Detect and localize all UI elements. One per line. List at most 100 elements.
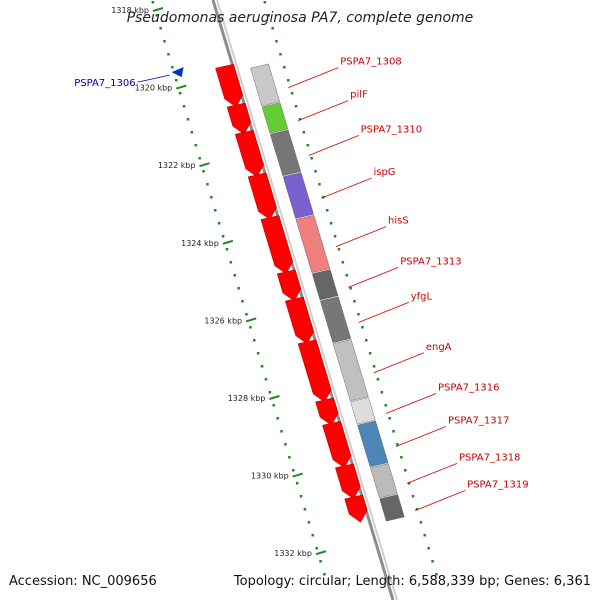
gene-label-leader (137, 74, 170, 83)
cds-arrow-engA[interactable] (297, 339, 332, 403)
cds-arrow-PSPA7_1317[interactable] (322, 420, 352, 469)
scale-dot (186, 118, 190, 121)
scale-dot (306, 144, 309, 147)
cds-arrow-yfgL[interactable] (284, 296, 314, 345)
scale-dot (245, 313, 248, 316)
gene-label-yfgL[interactable]: yfgL (411, 291, 433, 302)
cds-arrow-PSPA7_1306[interactable] (171, 67, 184, 78)
cog-box-PSPA7_1308[interactable] (250, 63, 281, 107)
scale-dot (263, 1, 267, 4)
gene-label-leader (373, 352, 424, 374)
cog-box-PSPA7_1310[interactable] (269, 129, 302, 177)
scale-dot (253, 339, 256, 342)
scale-dot (202, 170, 205, 173)
scale-dot (372, 365, 376, 368)
cds-arrow-PSPA7_1313[interactable] (276, 269, 302, 302)
scale-dot (298, 118, 302, 121)
kbp-tick-mark (175, 84, 187, 90)
kbp-tick-label: 1332 kbp (274, 549, 312, 558)
kbp-tick-label: 1330 kbp (251, 472, 289, 481)
kbp-tick-mark (315, 550, 327, 556)
cds-arrow-PSPA7_1308[interactable] (215, 63, 243, 108)
scale-dot (155, 14, 158, 17)
scale-dot (380, 391, 384, 394)
kbp-tick-label: 1320 kbp (135, 84, 173, 93)
gene-label-PSPA7_1316[interactable]: PSPA7_1316 (438, 383, 499, 394)
gene-label-PSPA7_1317[interactable]: PSPA7_1317 (448, 416, 509, 427)
scale-dot (353, 300, 356, 303)
kbp-tick-label: 1318 kbp (111, 6, 149, 15)
scale-dot (167, 53, 170, 56)
scale-dot (276, 417, 279, 420)
backbone-line-light (216, 0, 398, 600)
scale-dot (175, 79, 178, 82)
scale-dot (435, 573, 438, 576)
scale-dot (431, 560, 434, 563)
cog-box-engA[interactable] (332, 339, 369, 402)
cog-box-PSPA7_1318[interactable] (370, 463, 398, 499)
scale-dot (345, 274, 348, 277)
scale-dot (302, 131, 306, 134)
kbp-tick-label: 1326 kbp (204, 316, 242, 325)
gene-label-PSPA7_1308[interactable]: PSPA7_1308 (340, 57, 401, 68)
scale-dot (267, 14, 270, 17)
gene-label-leader (308, 135, 359, 156)
gene-label-leader (358, 301, 409, 323)
scale-dot (190, 131, 194, 134)
kbp-tick-mark (222, 239, 234, 245)
scale-dot (400, 456, 403, 459)
gene-label-PSPA7_1318[interactable]: PSPA7_1318 (459, 452, 520, 463)
scale-dot (396, 443, 399, 446)
cds-arrow-ispG[interactable] (247, 172, 277, 220)
scale-dot (411, 495, 415, 498)
gene-label-PSPA7_1319[interactable]: PSPA7_1319 (467, 480, 528, 491)
cog-box-yfgL[interactable] (320, 296, 352, 343)
cog-box-PSPA7_1319[interactable] (379, 494, 405, 522)
cds-arrow-pilF[interactable] (226, 102, 252, 135)
scale-dot (292, 469, 295, 472)
gene-label-PSPA7_1310[interactable]: PSPA7_1310 (361, 125, 422, 136)
scale-dot (287, 79, 290, 82)
scale-dot (419, 521, 423, 524)
scale-dot (268, 391, 272, 394)
gene-label-leader (385, 393, 437, 414)
scale-dot (404, 469, 407, 472)
scale-dot (221, 235, 225, 238)
gene-label-hisS[interactable]: hisS (388, 216, 409, 227)
scale-dot (272, 404, 275, 407)
scale-dot (249, 326, 252, 329)
scale-dot (233, 274, 236, 277)
cds-arrow-PSPA7_1318[interactable] (335, 463, 361, 500)
scale-dot (194, 144, 197, 147)
gene-label-engA[interactable]: engA (426, 342, 452, 353)
scale-dot (210, 196, 213, 199)
scale-dot (307, 521, 311, 524)
cds-arrow-PSPA7_1310[interactable] (234, 129, 264, 178)
cds-arrow-PSPA7_1316[interactable] (315, 397, 339, 426)
cog-box-PSPA7_1316[interactable] (350, 397, 376, 425)
gene-label-leader (415, 490, 466, 511)
cds-arrow-hisS[interactable] (260, 215, 294, 275)
cog-box-ispG[interactable] (282, 172, 314, 219)
gene-label-ispG[interactable]: ispG (373, 167, 395, 178)
gene-label-leader (335, 226, 387, 248)
cog-box-PSPA7_1313[interactable] (311, 269, 339, 301)
scale-dot (337, 248, 341, 251)
gene-label-pilF[interactable]: pilF (350, 90, 368, 101)
scale-dot (294, 105, 298, 108)
cds-arrow-PSPA7_1319[interactable] (344, 494, 368, 523)
cog-box-hisS[interactable] (295, 214, 331, 274)
gene-label-PSPA7_1306[interactable]: PSPA7_1306 (74, 78, 135, 89)
kbp-tick-label: 1324 kbp (181, 239, 219, 248)
cds-track (171, 63, 368, 523)
gene-label-leader (406, 462, 458, 484)
scale-dot (315, 547, 318, 550)
scale-dot (388, 417, 391, 420)
scale-dot (217, 222, 221, 225)
scale-dot (365, 339, 368, 342)
gene-label-PSPA7_1313[interactable]: PSPA7_1313 (400, 256, 461, 267)
scale-dot (271, 27, 274, 30)
scale-dot (178, 92, 182, 95)
cog-box-PSPA7_1317[interactable] (357, 420, 389, 468)
cog-box-pilF[interactable] (261, 102, 289, 134)
